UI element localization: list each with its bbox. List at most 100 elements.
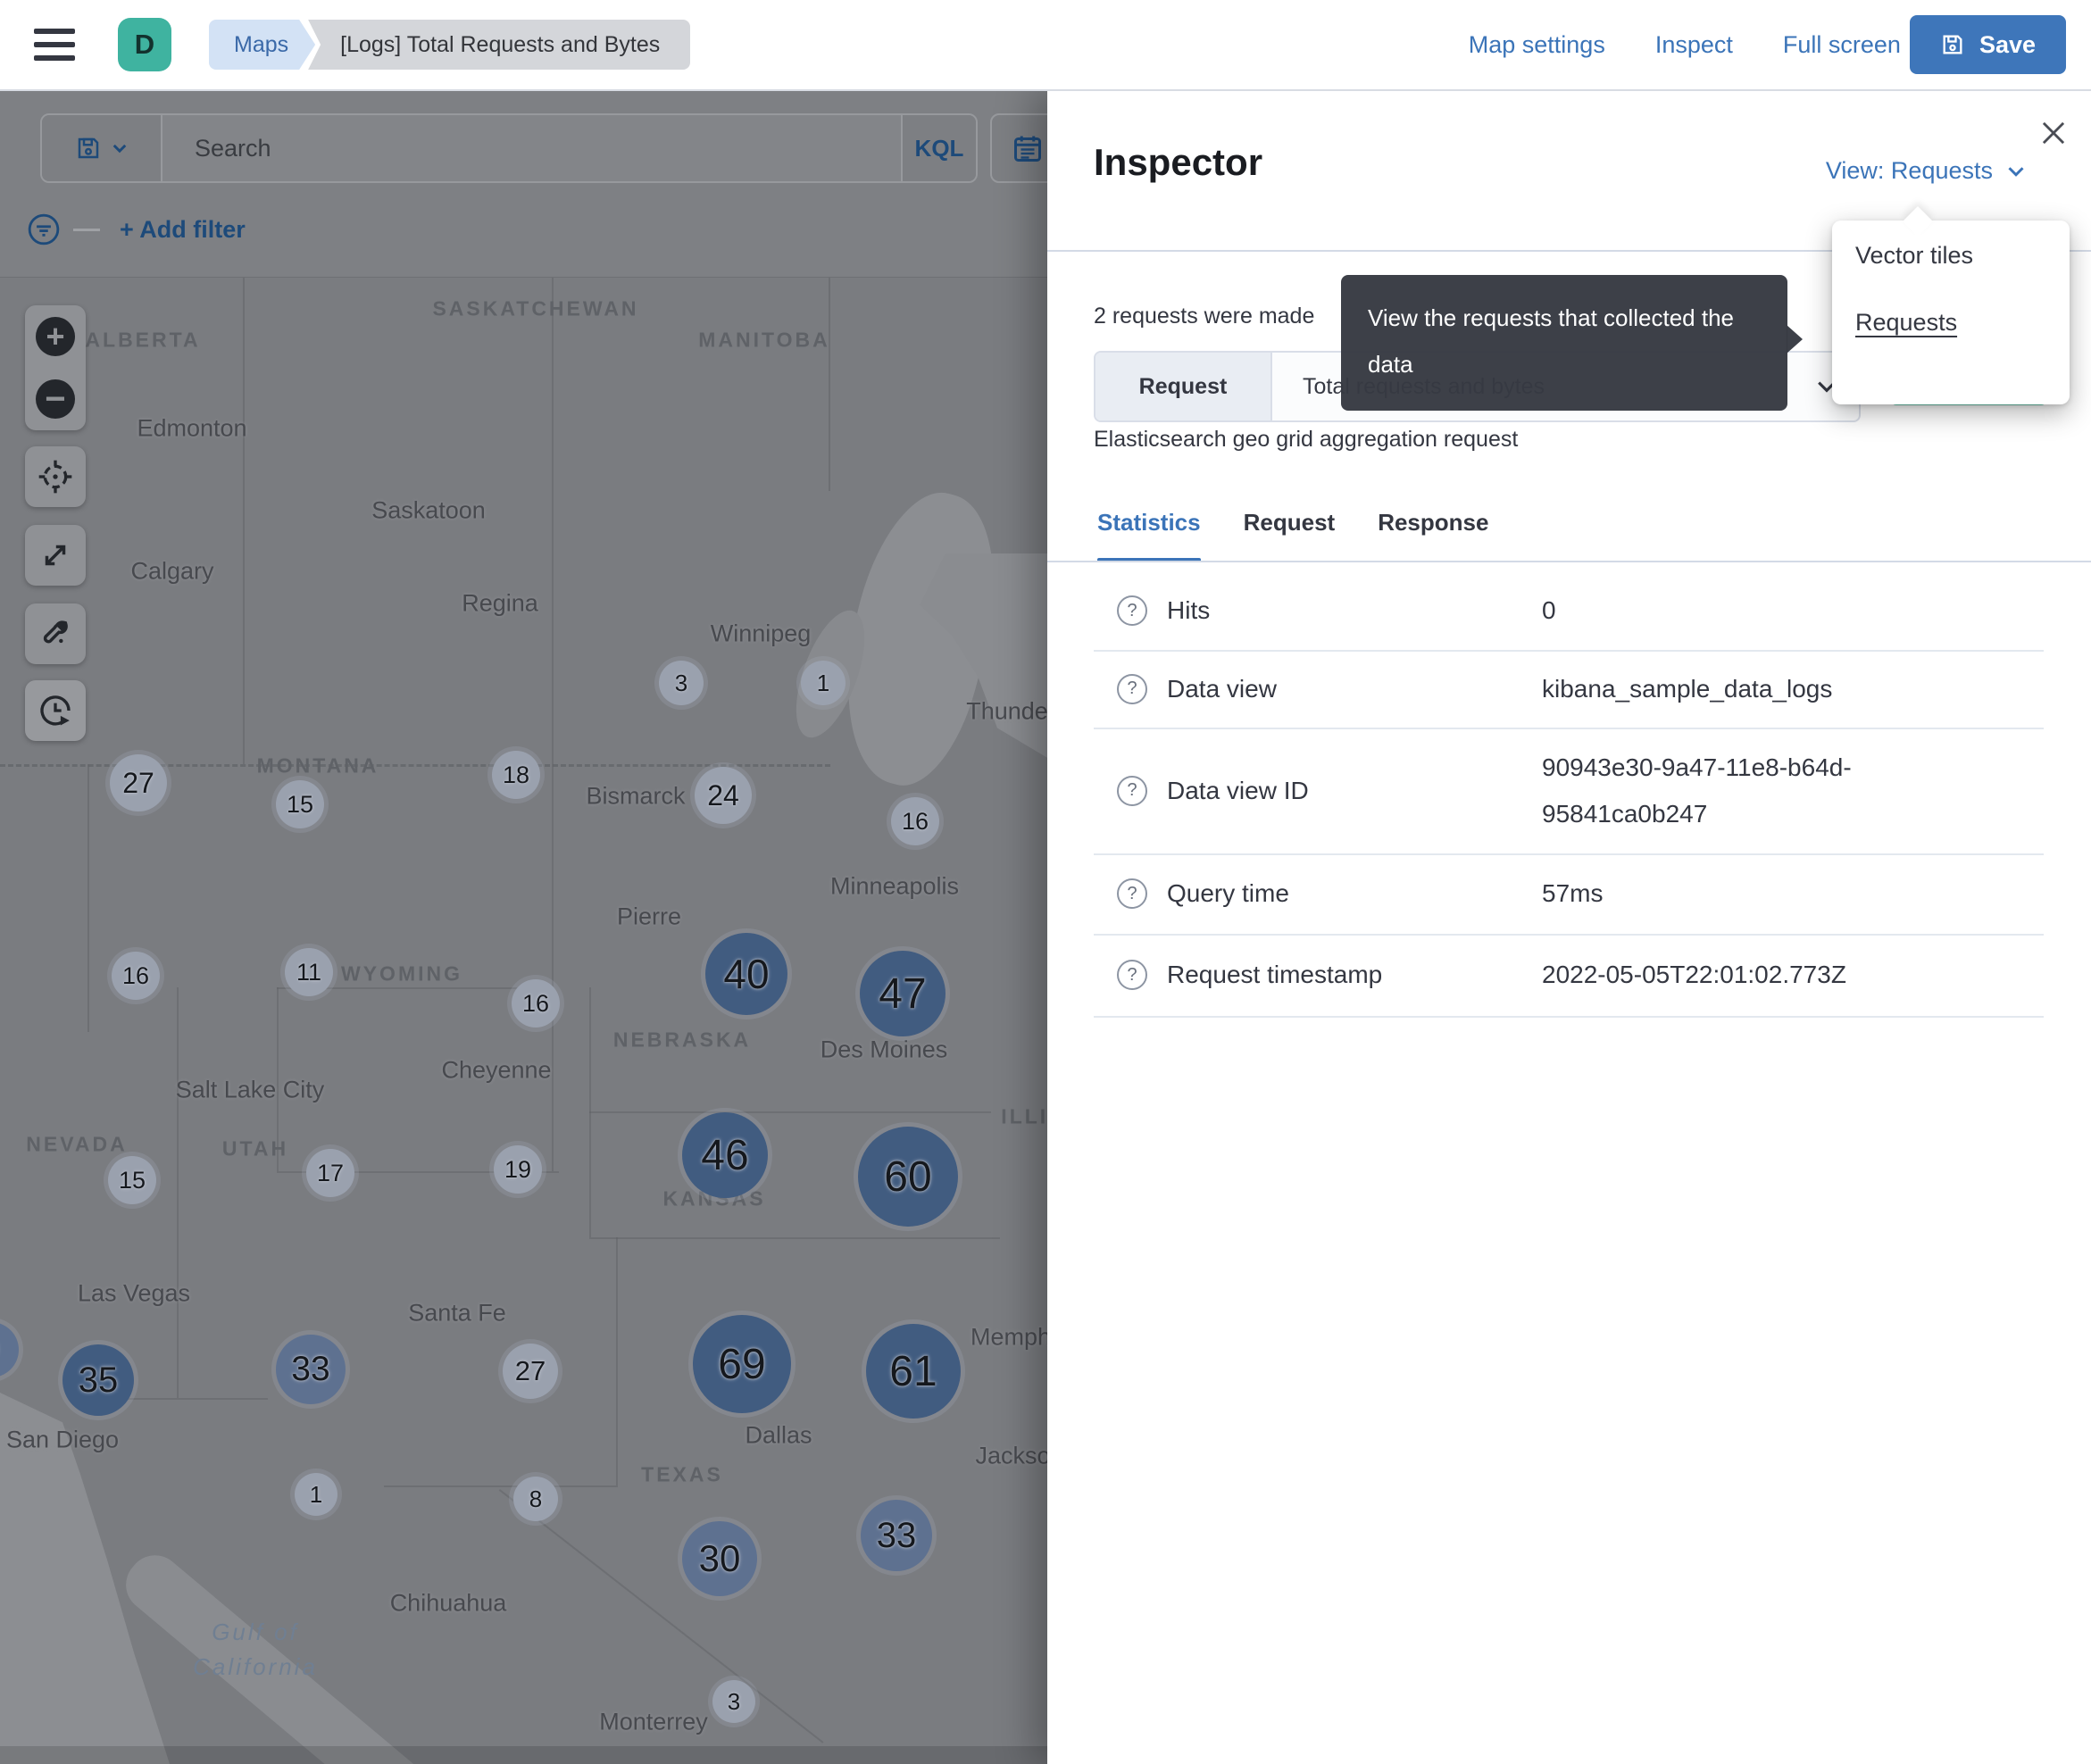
tab-request[interactable]: Request <box>1243 509 1336 536</box>
map-cluster[interactable]: 47 <box>860 951 946 1036</box>
inspect-link[interactable]: Inspect <box>1654 30 1733 58</box>
map-city-label: Thunde <box>966 697 1048 725</box>
map-city-label: Las Vegas <box>77 1279 191 1307</box>
map-cluster[interactable]: 40 <box>705 933 787 1015</box>
map-region-label: UTAH <box>221 1136 289 1161</box>
map-cluster[interactable]: 35 <box>62 1344 134 1416</box>
zoom-in-icon[interactable]: + <box>36 317 75 356</box>
map-cluster[interactable]: 9 <box>0 1322 19 1377</box>
stat-value: 0 <box>1542 596 1556 624</box>
map-cluster[interactable]: 11 <box>285 948 333 996</box>
chevron-down-icon <box>1814 374 1839 399</box>
map-cluster[interactable]: 1 <box>295 1473 337 1516</box>
map-city-label: Dallas <box>745 1421 812 1449</box>
save-query-icon <box>75 135 102 162</box>
set-view-button[interactable] <box>25 446 86 507</box>
full-screen-link[interactable]: Full screen <box>1782 30 1901 58</box>
stat-value: 90943e30-9a47-11e8-b64d-95841ca0b247 <box>1542 753 1852 828</box>
map-cluster[interactable]: 33 <box>276 1335 346 1404</box>
map-cluster[interactable]: 8 <box>513 1477 558 1521</box>
flyout-header-divider <box>1047 250 2091 252</box>
map-attribution-strip <box>0 1746 1047 1764</box>
map-cluster[interactable]: 18 <box>492 751 540 799</box>
map-city-label: Salt Lake City <box>175 1076 325 1103</box>
stat-label: Data view <box>1167 674 1277 703</box>
saved-query-menu-button[interactable] <box>42 115 162 181</box>
map-city-label: Regina <box>462 589 538 617</box>
app-header: D Maps [Logs] Total Requests and Bytes M… <box>0 0 2091 91</box>
chevron-down-icon <box>111 139 129 157</box>
map-city-label: Saskatoon <box>371 496 486 524</box>
stat-label: Request timestamp <box>1167 961 1383 988</box>
map-city-label: Winnipeg <box>710 620 812 647</box>
map-cluster[interactable]: 60 <box>858 1127 958 1227</box>
avatar[interactable]: D <box>118 18 171 71</box>
map-settings-link[interactable]: Map settings <box>1468 30 1605 58</box>
search-bar[interactable]: Search KQL <box>40 113 978 183</box>
map-city-label: Santa Fe <box>408 1299 506 1327</box>
map-cluster[interactable]: 24 <box>695 767 752 824</box>
timeslider-button[interactable] <box>25 680 86 741</box>
crosshair-icon <box>37 459 73 495</box>
search-input[interactable]: Search <box>195 134 271 162</box>
menu-hamburger-icon[interactable] <box>34 29 75 61</box>
map-cluster[interactable]: 19 <box>494 1145 542 1194</box>
map-cluster[interactable]: 3 <box>659 661 704 705</box>
tabs-divider <box>1047 561 2091 562</box>
fit-to-data-button[interactable] <box>25 525 86 586</box>
timeslider-clock-icon <box>37 693 73 728</box>
map-cluster[interactable]: 3 <box>712 1680 755 1723</box>
map-region-label: WYOMING <box>341 961 462 986</box>
map-city-label: Memph <box>970 1323 1052 1351</box>
save-icon <box>1940 32 1965 57</box>
stat-value: kibana_sample_data_logs <box>1542 674 1833 703</box>
kql-button[interactable]: KQL <box>901 115 976 181</box>
draw-tools-button[interactable] <box>25 603 86 664</box>
map-cluster[interactable]: 16 <box>512 979 560 1028</box>
filter-icon[interactable] <box>27 212 61 246</box>
map-cluster[interactable]: 1 <box>801 661 846 705</box>
map-region-label: MONTANA <box>256 753 379 778</box>
map-cluster[interactable]: 33 <box>861 1500 932 1571</box>
zoom-out-icon[interactable]: − <box>36 379 75 419</box>
popover-item-requests[interactable]: Requests <box>1855 309 1958 336</box>
breadcrumb-maps[interactable]: Maps <box>209 20 315 70</box>
map-cluster[interactable]: 17 <box>306 1149 354 1197</box>
request-selector-label: Request <box>1095 353 1272 420</box>
map-cluster[interactable]: 16 <box>112 952 160 1000</box>
chevron-down-icon <box>2005 161 2027 182</box>
map-city-label: Cheyenne <box>441 1056 552 1084</box>
view-requests-dropdown[interactable]: View: Requests <box>1826 157 2027 185</box>
map-city-label: Edmonton <box>137 414 247 442</box>
map-cluster[interactable]: 16 <box>891 797 939 845</box>
map-region-label: TEXAS <box>641 1462 723 1486</box>
tab-response[interactable]: Response <box>1378 509 1489 536</box>
stat-row-data-view-id: ? Data view ID 90943e30-9a47-11e8-b64d-958… <box>1094 728 2044 855</box>
map-cluster[interactable]: 15 <box>108 1156 156 1204</box>
inspector-title: Inspector <box>1094 141 1263 183</box>
view-popover: Vector tiles Requests <box>1832 206 2070 404</box>
filter-dash <box>73 228 100 231</box>
map-cluster[interactable]: 27 <box>110 754 167 811</box>
map-city-label: Calgary <box>130 557 214 585</box>
map-cluster[interactable]: 46 <box>682 1112 768 1198</box>
stat-row-query-time: ? Query time 57ms <box>1094 853 2044 936</box>
map-region-label: MANITOBA <box>698 328 830 352</box>
save-button[interactable]: Save <box>1909 15 2066 74</box>
map-cluster[interactable]: 61 <box>866 1324 961 1419</box>
stat-row-data-view: ? Data view kibana_sample_data_logs <box>1094 650 2044 729</box>
map-cluster[interactable]: 15 <box>276 780 324 828</box>
map-cluster[interactable]: 27 <box>503 1344 558 1399</box>
stat-label: Data view ID <box>1167 776 1309 804</box>
popover-item-vector-tiles[interactable]: Vector tiles <box>1855 242 1974 269</box>
close-icon[interactable] <box>2037 116 2070 150</box>
requests-summary: 2 requests were made <box>1094 304 1315 329</box>
request-description: Elasticsearch geo grid aggregation reque… <box>1094 427 1519 452</box>
map-cluster[interactable]: 30 <box>682 1521 757 1596</box>
inspector-tabs: Statistics Request Response <box>1097 509 1488 562</box>
tab-statistics[interactable]: Statistics <box>1097 509 1201 562</box>
map-water-label: Gulf of California <box>193 1618 318 1680</box>
question-icon: ? <box>1117 960 1147 990</box>
add-filter-button[interactable]: + Add filter <box>120 215 246 243</box>
map-cluster[interactable]: 69 <box>693 1315 791 1413</box>
